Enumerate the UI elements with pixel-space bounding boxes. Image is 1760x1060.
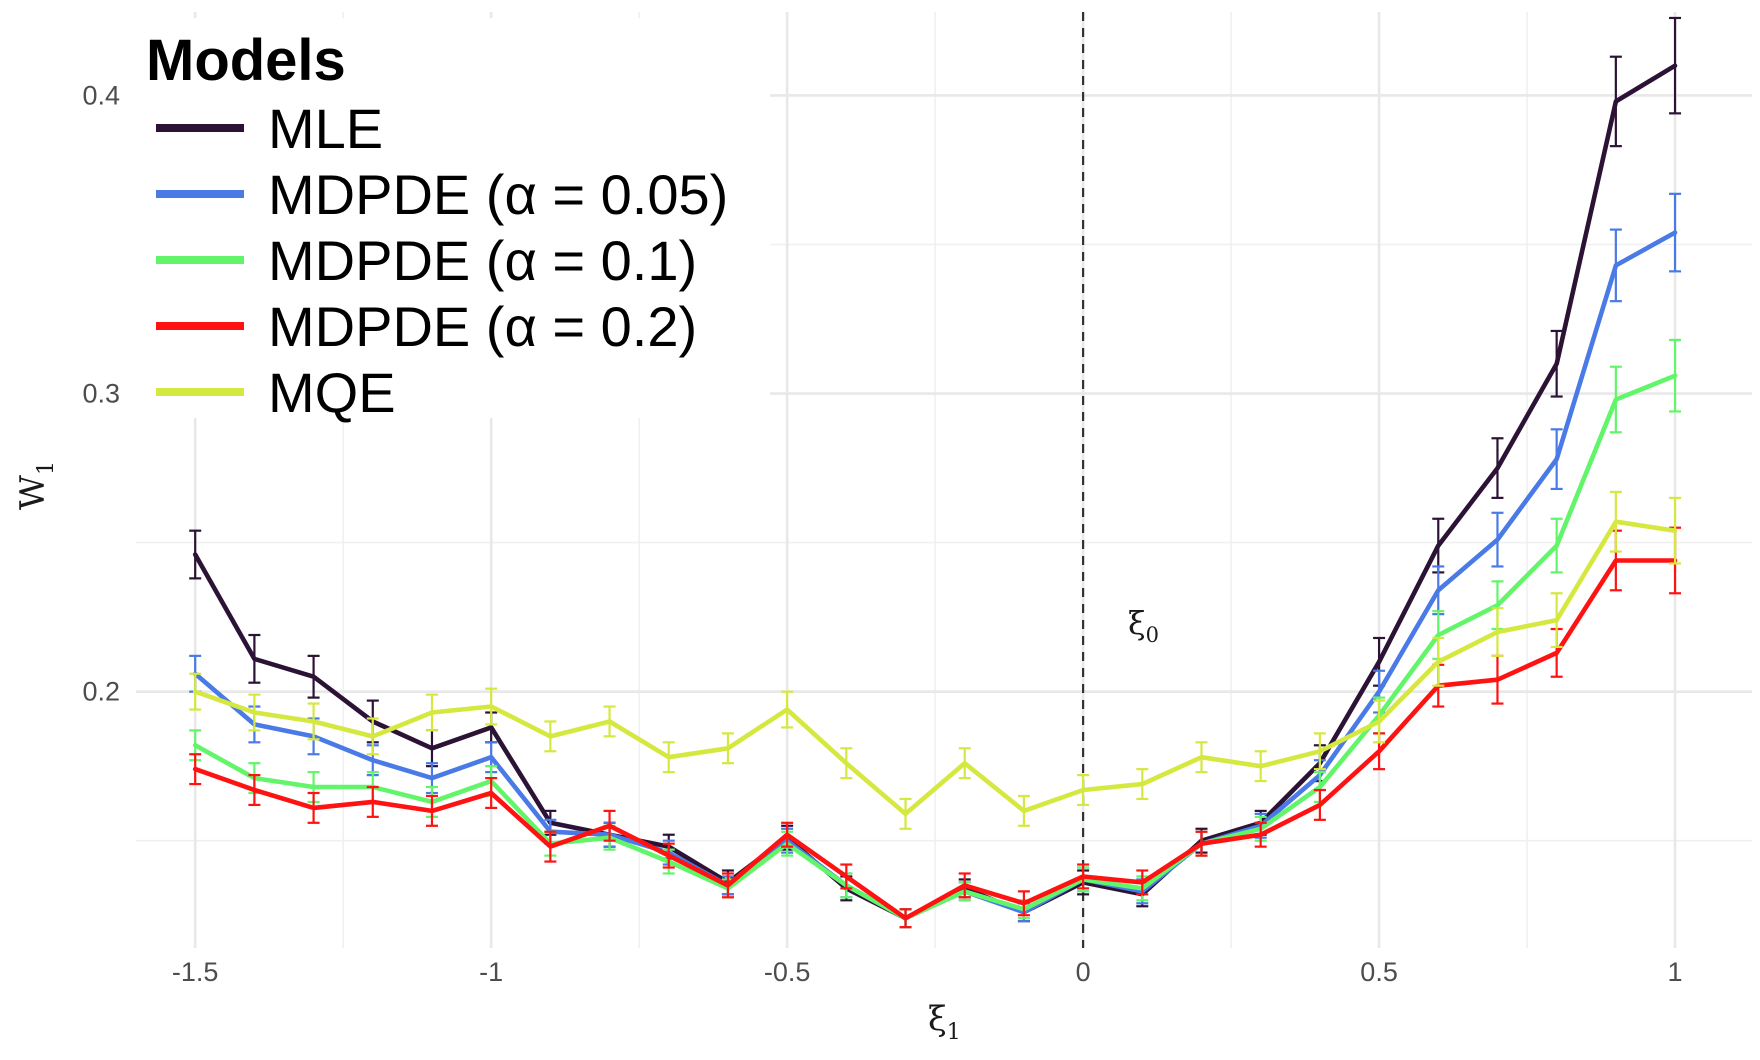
x-tick-label: -1 bbox=[479, 957, 503, 987]
series-line bbox=[192, 558, 1678, 921]
series bbox=[189, 526, 1682, 929]
legend-title: Models bbox=[146, 28, 346, 93]
x-tick-label: 0 bbox=[1076, 957, 1091, 987]
reference-line-label: ξ0 bbox=[1128, 604, 1159, 647]
series bbox=[189, 490, 1682, 830]
y-tick-label: 0.2 bbox=[82, 677, 120, 707]
y-axis-title: W1 bbox=[13, 461, 59, 510]
legend-background bbox=[130, 18, 770, 418]
series-line bbox=[192, 373, 1678, 921]
legend-label: MDPDE (α = 0.1) bbox=[268, 229, 697, 292]
legend-label: MDPDE (α = 0.05) bbox=[268, 163, 728, 226]
series-line bbox=[192, 519, 1678, 817]
series-group bbox=[189, 16, 1682, 929]
axes: -1.5 -1 -0.5 0 0.5 1 0.2 0.3 0.4 bbox=[82, 80, 1682, 987]
grid bbox=[136, 12, 1752, 948]
legend-label: MDPDE (α = 0.2) bbox=[268, 295, 697, 358]
x-tick-label: 0.5 bbox=[1360, 957, 1398, 987]
y-tick-label: 0.4 bbox=[82, 80, 120, 110]
x-tick-label: 1 bbox=[1668, 957, 1683, 987]
x-tick-label: -1.5 bbox=[172, 957, 219, 987]
x-tick-label: -0.5 bbox=[764, 957, 811, 987]
y-tick-label: 0.3 bbox=[82, 379, 120, 409]
x-axis-title: ξ1 bbox=[928, 999, 961, 1045]
legend-label: MQE bbox=[268, 361, 396, 424]
legend-label: MLE bbox=[268, 97, 383, 160]
